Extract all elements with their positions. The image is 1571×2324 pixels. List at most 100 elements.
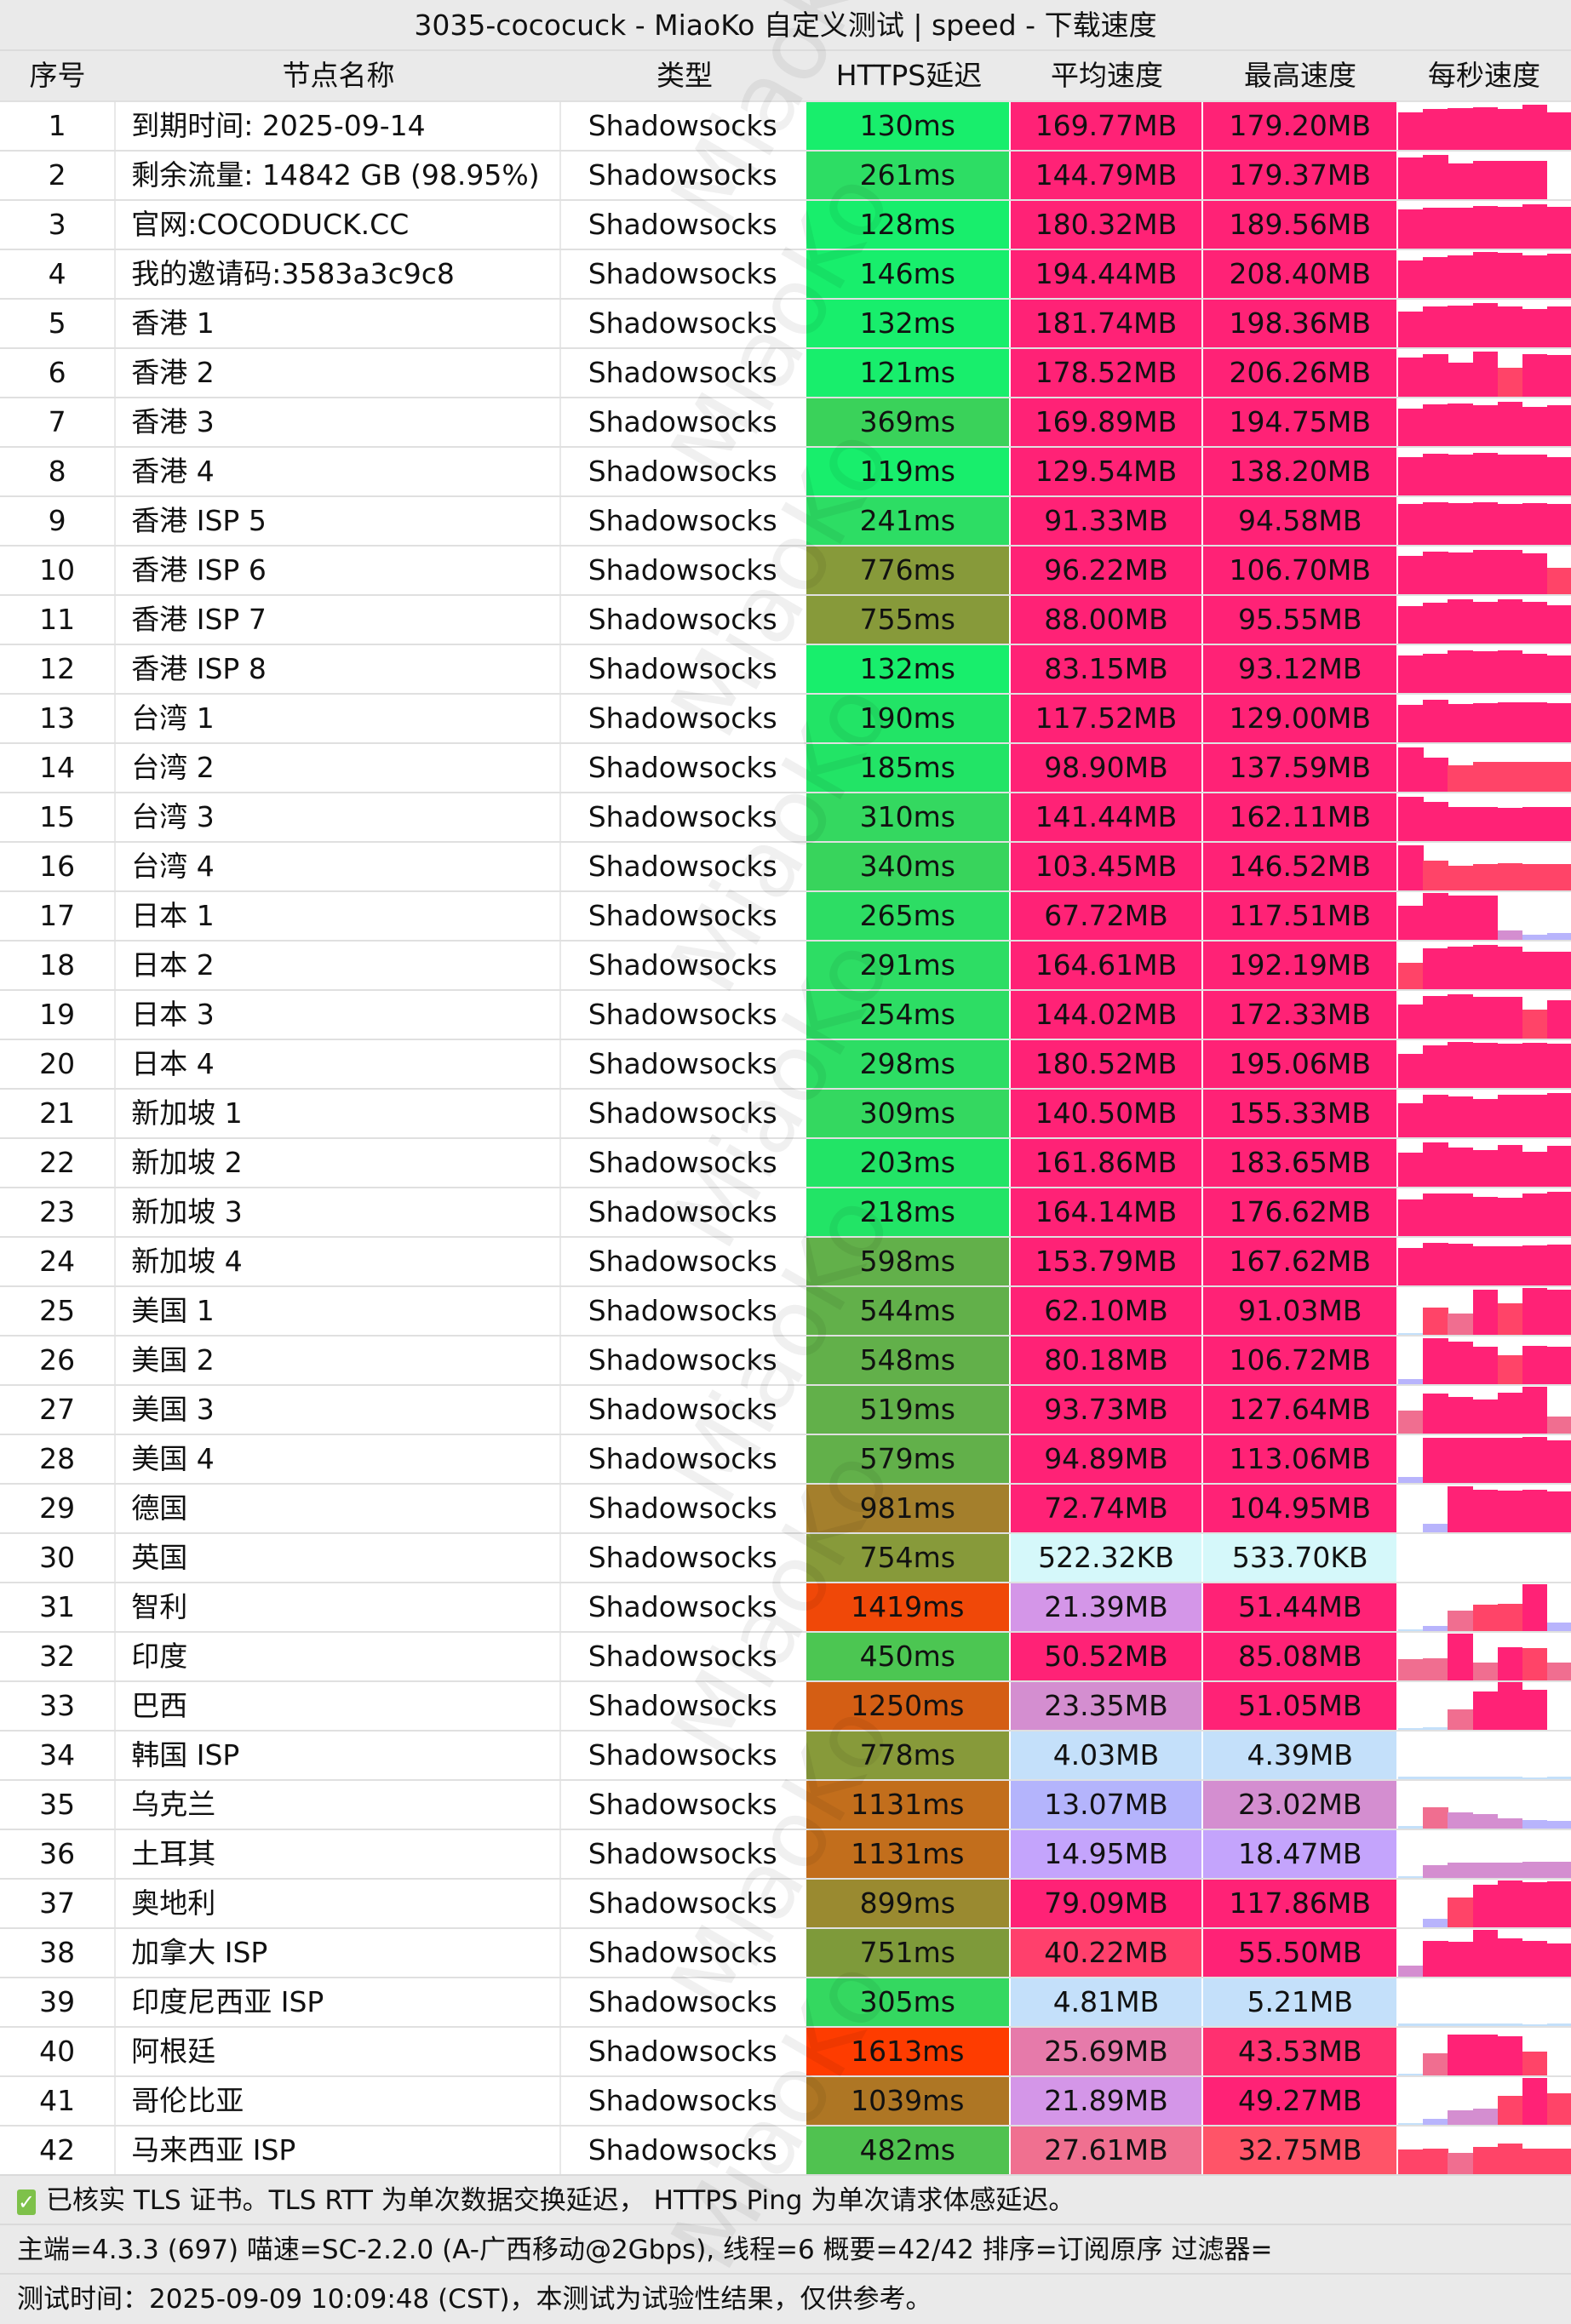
table-row[interactable]: 16 台湾 4 Shadowsocks 340ms 103.45MB 146.52MB: [0, 841, 1571, 890]
speed-bar: [1522, 1437, 1548, 1483]
speed-bar: [1448, 1313, 1474, 1335]
avg-speed: 181.74MB: [1008, 300, 1202, 347]
table-row[interactable]: 9 香港 ISP 5 Shadowsocks 241ms 91.33MB 94.58MB: [0, 495, 1571, 545]
per-second-speed-chart: [1396, 1830, 1571, 1878]
speed-bar: [1423, 1193, 1448, 1236]
speed-bar: [1497, 1144, 1523, 1187]
table-row[interactable]: 41 哥伦比亚 Shadowsocks 1039ms 21.89MB 49.27MB: [0, 2075, 1571, 2125]
table-row[interactable]: 25 美国 1 Shadowsocks 544ms 62.10MB 91.03MB: [0, 1285, 1571, 1335]
table-row[interactable]: 21 新加坡 1 Shadowsocks 309ms 140.50MB 155.33MB: [0, 1088, 1571, 1137]
max-speed: 32.75MB: [1201, 2127, 1397, 2174]
table-row[interactable]: 11 香港 ISP 7 Shadowsocks 755ms 88.00MB 95.55MB: [0, 594, 1571, 644]
table-row[interactable]: 26 美国 2 Shadowsocks 548ms 80.18MB 106.72MB: [0, 1335, 1571, 1384]
table-row[interactable]: 35 乌克兰 Shadowsocks 1131ms 13.07MB 23.02MB: [0, 1779, 1571, 1829]
node-type: Shadowsocks: [559, 1929, 805, 1977]
speed-bar: [1497, 402, 1523, 446]
table-row[interactable]: 38 加拿大 ISP Shadowsocks 751ms 40.22MB 55.50MB: [0, 1927, 1571, 1977]
max-speed: 162.11MB: [1201, 793, 1397, 841]
table-row[interactable]: 31 智利 Shadowsocks 1419ms 21.39MB 51.44MB: [0, 1582, 1571, 1631]
table-row[interactable]: 33 巴西 Shadowsocks 1250ms 23.35MB 51.05MB: [0, 1680, 1571, 1730]
speed-bar: [1522, 1819, 1548, 1829]
table-row[interactable]: 20 日本 4 Shadowsocks 298ms 180.52MB 195.06MB: [0, 1039, 1571, 1088]
speed-bar: [1398, 409, 1424, 446]
avg-speed: 4.03MB: [1008, 1732, 1202, 1779]
speed-bar: [1448, 599, 1474, 644]
https-latency: 899ms: [804, 1880, 1009, 1927]
table-row[interactable]: 4 我的邀请码:3583a3c9c8 Shadowsocks 146ms 194.44M…: [0, 249, 1571, 298]
speed-bar: [1398, 312, 1424, 347]
header-max-speed[interactable]: 最高速度: [1244, 59, 1356, 92]
table-row[interactable]: 30 英国 Shadowsocks 754ms 522.32KB 533.70KB: [0, 1532, 1571, 1582]
node-name: 智利: [114, 1583, 559, 1631]
speed-bar: [1522, 1941, 1548, 1977]
table-row[interactable]: 2 剩余流量: 14842 GB (98.95%) Shadowsocks 261ms…: [0, 150, 1571, 199]
row-index: 37: [39, 1886, 76, 1920]
footer-test-time: 测试时间：2025-09-09 10:09:48 (CST)，本测试为试验性结果…: [0, 2273, 1571, 2322]
table-row[interactable]: 27 美国 3 Shadowsocks 519ms 93.73MB 127.64MB: [0, 1384, 1571, 1434]
https-latency: 1250ms: [804, 1682, 1009, 1730]
speed-bar: [1522, 255, 1548, 298]
header-type[interactable]: 类型: [656, 59, 713, 92]
table-row[interactable]: 12 香港 ISP 8 Shadowsocks 132ms 83.15MB 93.12MB: [0, 644, 1571, 693]
node-name: 巴西: [114, 1682, 559, 1730]
speed-bar: [1398, 358, 1424, 397]
https-latency: 544ms: [804, 1287, 1009, 1335]
table-row[interactable]: 17 日本 1 Shadowsocks 265ms 67.72MB 117.51MB: [0, 890, 1571, 940]
table-row[interactable]: 15 台湾 3 Shadowsocks 310ms 141.44MB 162.11MB: [0, 792, 1571, 841]
per-second-speed-chart: [1396, 1337, 1571, 1384]
speed-bar: [1423, 2053, 1448, 2075]
node-name: 新加坡 2: [114, 1139, 559, 1187]
speed-bar: [1497, 1490, 1523, 1532]
table-row[interactable]: 3 官网:COCODUCK.CC Shadowsocks 128ms 180.32MB 1…: [0, 199, 1571, 249]
table-row[interactable]: 36 土耳其 Shadowsocks 1131ms 14.95MB 18.47MB: [0, 1829, 1571, 1878]
speed-bar: [1448, 896, 1474, 940]
table-row[interactable]: 13 台湾 1 Shadowsocks 190ms 117.52MB 129.00MB: [0, 693, 1571, 742]
row-index: 34: [39, 1738, 76, 1772]
table-row[interactable]: 8 香港 4 Shadowsocks 119ms 129.54MB 138.20MB: [0, 446, 1571, 495]
speed-bar: [1522, 1010, 1548, 1039]
table-row[interactable]: 24 新加坡 4 Shadowsocks 598ms 153.79MB 167.62MB: [0, 1236, 1571, 1285]
table-row[interactable]: 1 到期时间: 2025-09-14 Shadowsocks 130ms 169.77M…: [0, 100, 1571, 150]
row-index: 15: [39, 800, 76, 833]
speed-bar: [1448, 1397, 1474, 1434]
speed-bar: [1497, 1682, 1523, 1730]
node-name: 台湾 4: [114, 843, 559, 890]
table-row[interactable]: 23 新加坡 3 Shadowsocks 218ms 164.14MB 176.62MB: [0, 1187, 1571, 1236]
table-row[interactable]: 10 香港 ISP 6 Shadowsocks 776ms 96.22MB 106.70M…: [0, 545, 1571, 594]
table-row[interactable]: 22 新加坡 2 Shadowsocks 203ms 161.86MB 183.65MB: [0, 1137, 1571, 1187]
table-row[interactable]: 37 奥地利 Shadowsocks 899ms 79.09MB 117.86MB: [0, 1878, 1571, 1927]
max-speed: 189.56MB: [1201, 201, 1397, 249]
per-second-speed-chart: [1396, 695, 1571, 742]
header-node-name[interactable]: 节点名称: [282, 59, 395, 92]
speed-bar: [1497, 161, 1523, 199]
speed-bar: [1546, 1244, 1571, 1285]
table-row[interactable]: 34 韩国 ISP Shadowsocks 778ms 4.03MB 4.39MB: [0, 1730, 1571, 1779]
speed-bar: [1546, 863, 1571, 890]
row-index: 38: [39, 1936, 76, 1969]
table-row[interactable]: 42 马来西亚 ISP Shadowsocks 482ms 27.61MB 32.75MB: [0, 2125, 1571, 2174]
header-avg-speed[interactable]: 平均速度: [1051, 59, 1163, 92]
table-row[interactable]: 18 日本 2 Shadowsocks 291ms 164.61MB 192.19MB: [0, 940, 1571, 989]
table-row[interactable]: 5 香港 1 Shadowsocks 132ms 181.74MB 198.36MB: [0, 298, 1571, 347]
speed-bar: [1497, 1603, 1523, 1631]
speed-bar: [1398, 1728, 1424, 1730]
speed-bar: [1472, 550, 1499, 594]
table-row[interactable]: 40 阿根廷 Shadowsocks 1613ms 25.69MB 43.53MB: [0, 2026, 1571, 2075]
table-row[interactable]: 6 香港 2 Shadowsocks 121ms 178.52MB 206.26MB: [0, 347, 1571, 397]
table-row[interactable]: 28 美国 4 Shadowsocks 579ms 94.89MB 113.06MB: [0, 1434, 1571, 1483]
header-per-second-speed[interactable]: 每秒速度: [1428, 59, 1540, 92]
header-https-latency[interactable]: HTTPS延迟: [835, 59, 983, 92]
table-row[interactable]: 32 印度 Shadowsocks 450ms 50.52MB 85.08MB: [0, 1631, 1571, 1680]
max-speed: 206.26MB: [1201, 349, 1397, 397]
speed-bar: [1546, 1821, 1571, 1829]
table-row[interactable]: 7 香港 3 Shadowsocks 369ms 169.89MB 194.75MB: [0, 397, 1571, 446]
speed-bar: [1546, 762, 1571, 792]
table-row[interactable]: 29 德国 Shadowsocks 981ms 72.74MB 104.95MB: [0, 1483, 1571, 1532]
table-row[interactable]: 39 印度尼西亚 ISP Shadowsocks 305ms 4.81MB 5.21MB: [0, 1977, 1571, 2026]
row-index: 30: [39, 1541, 76, 1574]
speed-bar: [1423, 155, 1448, 199]
header-index[interactable]: 序号: [29, 59, 86, 92]
table-row[interactable]: 19 日本 3 Shadowsocks 254ms 144.02MB 172.33MB: [0, 989, 1571, 1039]
table-row[interactable]: 14 台湾 2 Shadowsocks 185ms 98.90MB 137.59MB: [0, 742, 1571, 792]
speed-bar: [1472, 2146, 1499, 2174]
